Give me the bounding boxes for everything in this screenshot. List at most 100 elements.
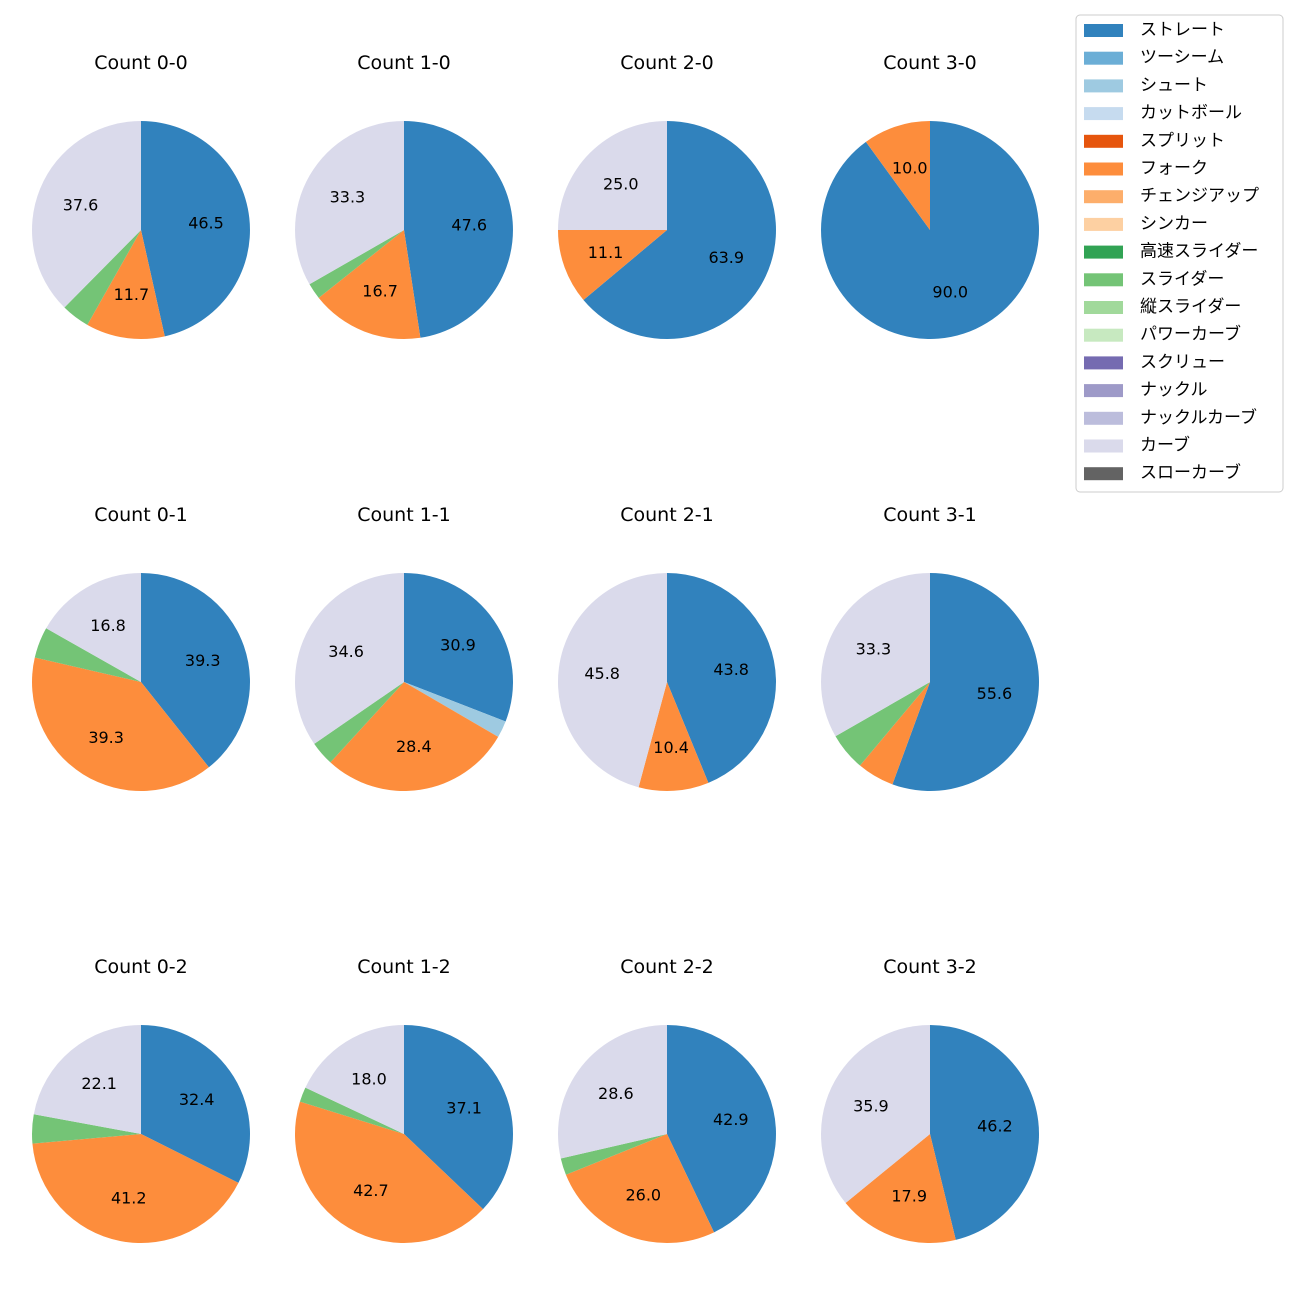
legend-swatch: [1084, 328, 1123, 342]
pie-slice: [930, 1025, 1040, 1240]
pie-slice: [64, 230, 141, 325]
slice-label: 35.9: [853, 1096, 889, 1115]
pie-slice: [821, 1025, 930, 1203]
pie-panel: Count 2-0 63.9 11.1 25.0: [558, 52, 776, 340]
slice-label: 90.0: [932, 283, 968, 302]
legend-swatch: [1084, 24, 1123, 37]
slice-label: 42.7: [353, 1181, 389, 1200]
legend-swatch: [1084, 51, 1123, 65]
legend-label: ナックル: [1140, 380, 1208, 400]
pie-title: Count 3-2: [883, 956, 977, 978]
pie-slice: [141, 121, 250, 337]
legend-swatch: [1084, 439, 1123, 453]
slice-label: 55.6: [977, 684, 1013, 703]
legend-swatch: [1084, 190, 1123, 204]
slice-label: 41.2: [111, 1189, 147, 1208]
legend-swatch: [1084, 384, 1123, 398]
pie-slice: [404, 1025, 513, 1210]
pie-panel: Count 3-0 90.0 10.0: [821, 52, 1040, 340]
legend-label: スローカーブ: [1140, 462, 1241, 483]
slice-label: 11.1: [588, 243, 624, 262]
legend-swatch: [1084, 411, 1123, 425]
slice-label: 10.0: [892, 158, 928, 177]
pie-panel: Count 3-1 55.6 33.3: [821, 504, 1040, 791]
legend-label: カットボール: [1140, 103, 1242, 123]
pie-slice: [295, 121, 404, 285]
pies-layer: Count 0-0 46.5 11.7 37.6 Count 1-0 47.6 16.7 33…: [31, 52, 1040, 1244]
pie-slice: [330, 682, 499, 791]
pie-panel: Count 0-1 39.3 39.3 16.8: [32, 504, 250, 791]
legend-swatch: [1084, 467, 1123, 481]
legend-label: ストレート: [1140, 20, 1225, 40]
pie-slice: [859, 682, 930, 785]
pie-slice: [565, 1134, 715, 1243]
slice-label: 46.5: [188, 213, 224, 232]
pie-title: Count 0-1: [94, 504, 188, 526]
pie-title: Count 3-1: [883, 504, 977, 526]
slice-label: 33.3: [856, 640, 892, 659]
slice-label: 28.6: [598, 1084, 634, 1103]
pie-slice: [309, 230, 404, 298]
slice-label: 11.7: [114, 285, 150, 304]
slice-label: 42.9: [713, 1110, 749, 1129]
pie-slice: [46, 573, 141, 682]
pie-slice: [318, 230, 421, 339]
legend-swatch: [1084, 245, 1123, 259]
pie-title: Count 2-0: [620, 52, 714, 74]
pie-title: Count 0-2: [94, 956, 188, 978]
legend-swatch: [1084, 107, 1123, 121]
pie-slice: [404, 573, 514, 722]
slice-label: 28.4: [396, 737, 432, 756]
legend-swatch: [1084, 79, 1123, 93]
legend-label: ツーシーム: [1140, 48, 1224, 68]
pie-title: Count 1-1: [357, 504, 451, 526]
slice-label: 26.0: [625, 1185, 661, 1204]
slice-label: 37.6: [63, 196, 99, 215]
legend-frame: [1075, 14, 1284, 493]
slice-label: 39.3: [88, 728, 124, 747]
legend-label: スライダー: [1140, 269, 1224, 289]
legend-swatch: [1084, 301, 1123, 314]
pie-slice: [31, 121, 141, 308]
pie-slice: [892, 572, 1040, 791]
legend-swatch: [1084, 217, 1123, 231]
pie-slice: [404, 682, 506, 737]
pie-panel: Count 3-2 46.2 17.9 35.9: [821, 956, 1040, 1244]
pie-slice: [87, 230, 165, 339]
pie-title: Count 3-0: [883, 52, 977, 74]
slice-label: 22.1: [81, 1074, 117, 1093]
pie-panel: Count 2-1 43.8 10.4 45.8: [557, 504, 776, 792]
pie-slice: [558, 121, 667, 230]
pie-slice: [305, 1025, 404, 1134]
slice-label: 33.3: [330, 188, 366, 207]
pie-title: Count 1-2: [357, 956, 451, 978]
pie-slice: [865, 121, 930, 230]
slice-label: 25.0: [603, 174, 639, 193]
slice-label: 43.8: [713, 660, 749, 679]
pie-title: Count 2-1: [620, 504, 714, 526]
pie-slice: [638, 682, 709, 792]
pie-panel: Count 0-2 32.4 41.2 22.1: [31, 956, 250, 1244]
pie-title: Count 2-2: [620, 956, 714, 978]
legend-label: 縦スライダー: [1140, 297, 1241, 317]
slice-label: 46.2: [977, 1117, 1013, 1136]
pie-slice: [31, 1114, 142, 1144]
legend-label: シンカー: [1140, 214, 1208, 234]
pie-slice: [141, 1025, 250, 1183]
legend-swatch: [1084, 134, 1123, 148]
slice-label: 63.9: [708, 248, 744, 267]
slice-label: 16.8: [90, 616, 126, 635]
slice-label: 18.0: [351, 1069, 387, 1088]
legend-label: スプリット: [1140, 131, 1225, 151]
pie-panel: Count 0-0 46.5 11.7 37.6: [31, 52, 250, 339]
slice-label: 30.9: [440, 636, 476, 655]
legend-label: 高速スライダー: [1140, 242, 1258, 262]
legend: ストレートツーシームシュートカットボールスプリットフォークチェンジアップシンカー…: [1075, 14, 1284, 493]
pie-panel: Count 1-1 30.9 28.4 34.6: [294, 504, 514, 791]
pie-slice: [33, 1025, 141, 1134]
pie-slice: [821, 573, 930, 737]
pie-slice: [557, 573, 667, 788]
pie-slice: [835, 682, 930, 766]
pie-slice: [558, 1025, 667, 1159]
